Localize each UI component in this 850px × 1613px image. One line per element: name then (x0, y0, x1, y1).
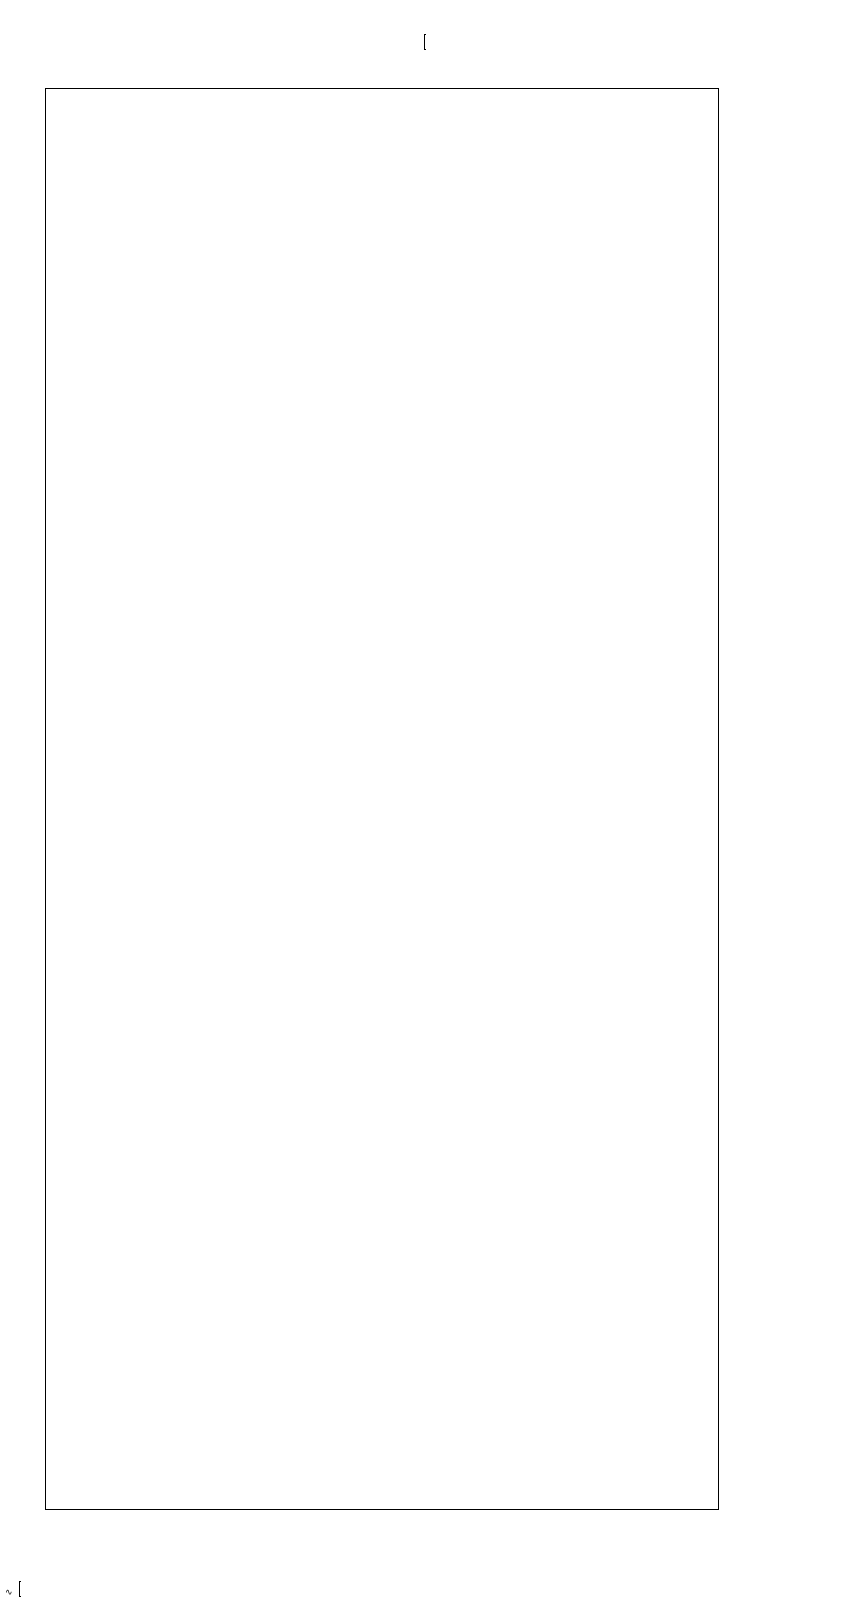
scale-bar-icon (19, 1581, 21, 1597)
scale-info (0, 30, 850, 50)
seismogram-container: ∿ (0, 0, 850, 1613)
scale-bar-icon (424, 34, 426, 50)
footer-left: ∿ (5, 1581, 21, 1598)
title-line1 (0, 0, 850, 30)
plot-area (45, 88, 719, 1510)
x-axis (45, 1510, 717, 1550)
